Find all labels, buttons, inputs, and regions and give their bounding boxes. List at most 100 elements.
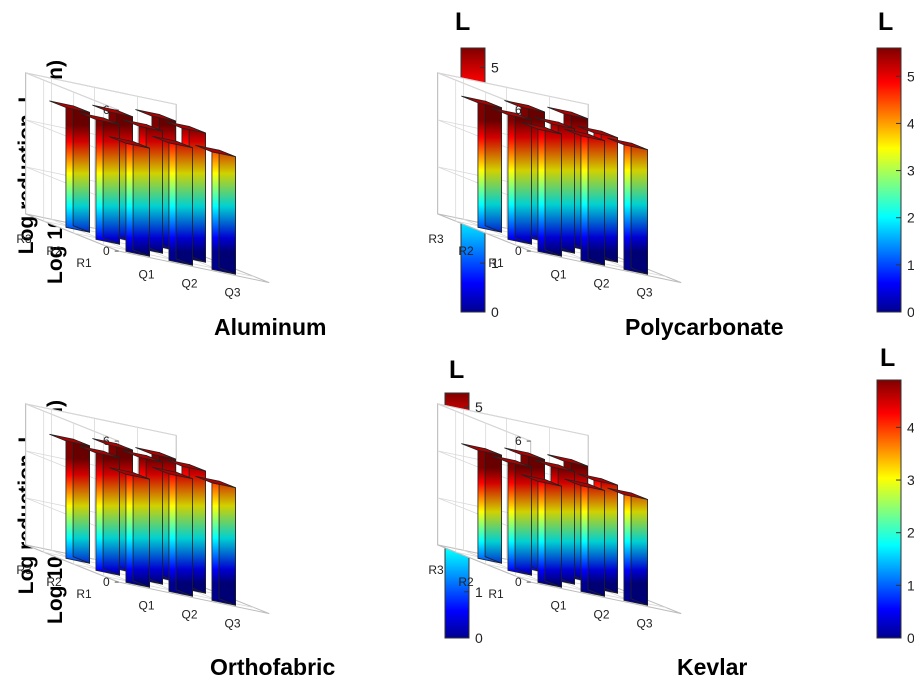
bar-Q1-R1 [521,122,562,257]
bar-top-face [534,459,575,472]
colorbar-tick-label: 5 [491,60,499,76]
bar-side-shade [189,464,206,594]
colorbar-title-aluminum: L [455,8,471,36]
bar-Q3-R1 [195,475,236,606]
bar-top-face [135,447,176,460]
bar-top-face [122,450,163,463]
y-tick-label: R2 [458,575,474,589]
colorbar-tick-label: 3 [907,472,914,488]
bar-Q2-R1 [564,478,605,597]
y-tick-label: R3 [428,563,444,577]
x-tick-label: Q3 [636,617,652,631]
bar-top-face [165,459,206,472]
bar-top-face [165,121,206,134]
bar-Q1-R3 [461,443,502,564]
colorbar-tick-label: 1 [475,584,483,600]
grid-line [94,87,188,266]
bar-top-face [122,119,163,132]
bar-Q1-R2 [491,455,532,576]
colorbar-tick-label: 0 [475,630,483,646]
bar-side-shade [545,127,562,257]
grid-line [437,72,589,111]
colorbar-tick-label: 4 [907,419,914,435]
y-tick-label: R3 [16,232,32,246]
grid-line [463,78,557,257]
y-tick-label: R2 [46,244,62,258]
bar-Q3-R1 [195,144,236,275]
bar-top-face [461,443,502,456]
bar-top-face [152,135,193,149]
bar-Q2-R1 [152,466,193,597]
bar-top-face [504,447,545,460]
colorbar-tick-label: 5 [907,68,914,84]
bar-side-shade [558,122,575,254]
x-tick-label: Q2 [181,608,197,622]
bar-Q2-R1 [152,135,193,266]
colorbar-gradient [876,47,902,313]
bar-side-shade [485,101,502,233]
bar-Q1-R3 [49,433,90,564]
panel-aluminum: 0246Q1Q2Q3R1R2R3012345 [16,47,499,320]
bar-side-shade [103,451,120,576]
z-tick-label: 6 [515,103,522,117]
bar-top-face [92,104,133,118]
z-tick-label: 0 [103,244,110,258]
bar-top-face [49,433,90,447]
bar-top-face [521,474,562,487]
bar-side-shade [176,472,193,597]
bar-side-shade [103,117,120,245]
panel-title-polycarbonate: Polycarbonate [625,314,784,340]
bar-top-face [109,467,150,480]
colorbar-tick-label: 0 [907,630,914,646]
bar-side-shade [176,141,193,266]
grid-line [463,409,557,588]
bar-Q2-R1 [564,128,605,266]
colorbar-tick-label: 0 [907,304,914,320]
x-tick-label: Q2 [593,277,609,291]
x-tick-label: Q1 [550,599,566,613]
bar-top-face [534,116,575,130]
x-tick-label: Q2 [181,277,197,291]
colorbar-tick-label: 1 [907,257,914,273]
y-tick-label: R2 [458,244,474,258]
colorbar-kevlar: 0 1 2 3 4 [876,379,914,646]
grid-line [25,403,177,442]
y-tick-label: R2 [46,575,62,589]
bar-side-shade [485,448,502,564]
colorbar-tick-label: 1 [907,577,914,593]
bar-side-shade [219,150,236,275]
bar-top-face [564,478,605,491]
bar-Q1-R2 [491,107,532,245]
bar-Q1-R1 [521,474,562,588]
y-tick-label: R3 [16,563,32,577]
panel-kevlar: 0 2 4 6 Q1 Q2 Q3 R1 R2 R3 0 1 2 3 4 [428,379,914,646]
bar-side-shade [146,455,163,585]
bar-Q1-R3 [461,95,502,233]
grid-line [51,409,145,588]
bar-top-face [547,106,588,120]
bar-side-shade [545,479,562,588]
bar-top-face [49,100,90,113]
bar-top-face [152,466,193,480]
colorbar-tick-label: 2 [907,525,914,541]
z-tick-label: 6 [515,434,522,448]
colorbar-tick-label: 3 [907,163,914,179]
bar-side-shade [133,472,150,588]
bar-side-shade [133,141,150,257]
z-tick-label: 0 [103,575,110,589]
colorbar-tick-label: 2 [907,210,914,226]
bar-Q1-R2 [79,112,120,245]
colorbar-title-kevlar: L [880,344,896,372]
bar-side-shade [189,126,206,263]
bar-top-face [564,128,605,142]
bar-top-face [461,95,502,109]
bar-side-shade [558,464,575,585]
bar-side-shade [601,478,618,594]
bar-top-face [491,107,532,121]
colorbar-tick-label: 1 [491,255,499,271]
colorbar-tick-label: 4 [907,115,914,131]
z-tick-label: 0 [515,575,522,589]
bar-side-shade [631,143,648,275]
